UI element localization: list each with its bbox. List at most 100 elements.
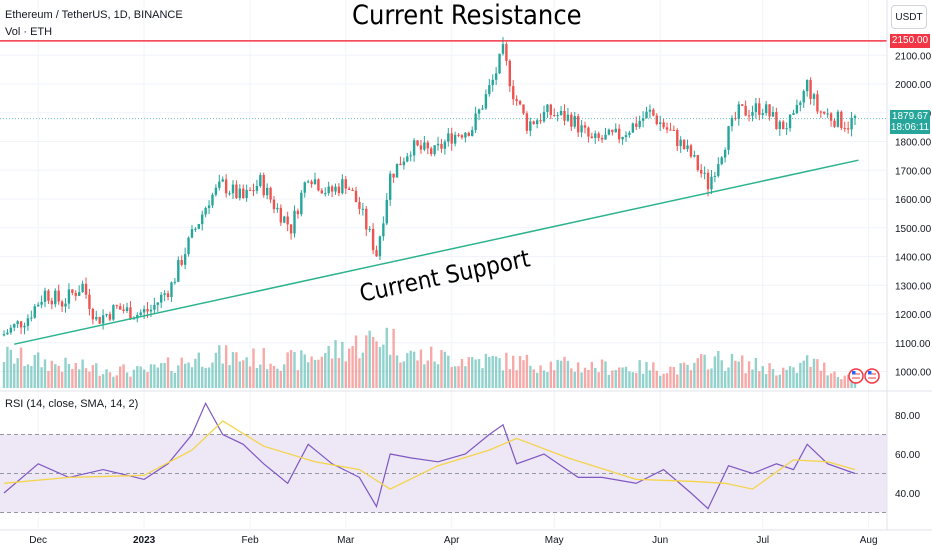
volume-bar [700, 354, 703, 388]
volume-bar [720, 360, 723, 388]
volume-bar [269, 363, 272, 388]
volume-bar [194, 358, 197, 388]
price-tick-label: 1700.00 [895, 166, 932, 177]
candle-body [600, 137, 604, 140]
time-tick-label: May [545, 535, 564, 546]
currency-button[interactable]: USDT [891, 5, 927, 29]
volume-bar [382, 344, 385, 388]
volume-bar [580, 372, 583, 388]
volume-bar [635, 372, 638, 388]
volume-bar [40, 367, 43, 388]
volume-bar [440, 349, 443, 388]
volume-bar [846, 374, 850, 388]
volume-bar [535, 372, 539, 388]
volume-bar [758, 371, 761, 388]
volume-bar [156, 367, 159, 388]
candle-body [823, 111, 826, 114]
candle-body [563, 110, 566, 121]
us-flag-icon[interactable] [864, 368, 880, 384]
rsi-ma-line [3, 420, 856, 490]
volume-bar [638, 360, 641, 388]
volume-bar [228, 365, 231, 388]
candle-body [843, 127, 846, 129]
volume-bar [792, 367, 795, 388]
candle-body [768, 104, 771, 117]
candle-body [2, 334, 6, 336]
volume-bar [576, 362, 580, 388]
volume-bar [252, 348, 255, 388]
volume-bar [652, 362, 655, 388]
volume-bar [378, 347, 382, 388]
candle-body [324, 193, 327, 195]
volume-bar [2, 362, 6, 388]
candle-body [751, 112, 754, 116]
volume-bar [347, 348, 351, 388]
volume-bar [88, 371, 91, 388]
candle-body [286, 216, 289, 225]
candles [2, 37, 857, 337]
volume-bar [365, 335, 368, 388]
volume-bar [279, 370, 283, 388]
candle-body [607, 129, 611, 135]
candle-body [501, 44, 505, 54]
us-flag-icon[interactable] [848, 368, 864, 384]
volume-bar [153, 364, 156, 388]
volume-bar [669, 366, 672, 388]
price-tick-label: 1800.00 [895, 138, 932, 149]
volume-bar [430, 346, 433, 388]
candle-body [744, 105, 747, 116]
candle-body [652, 109, 655, 116]
rsi-tick-label: 80.00 [895, 411, 920, 422]
candle-body [576, 116, 580, 133]
candle-body [669, 129, 672, 131]
candle-body [419, 145, 423, 150]
volume-bar [235, 352, 238, 388]
candle-body [392, 173, 395, 178]
symbol-title[interactable]: Ethereum / TetherUS, 1D, BINANCE [5, 9, 183, 21]
time-tick-label: Jul [756, 535, 769, 546]
candle-body [306, 181, 310, 183]
candle-body [194, 228, 197, 230]
volume-bar [160, 363, 163, 388]
price-tick-label: 1300.00 [895, 281, 932, 292]
volume-bar [484, 353, 488, 388]
volume-bar [754, 357, 758, 388]
volume-bar [696, 358, 699, 388]
volume-bar [23, 366, 26, 388]
volume-bar [447, 355, 450, 388]
candle-body [535, 120, 539, 124]
candle-body [717, 164, 720, 176]
candle-body [105, 314, 108, 316]
candle-body [115, 305, 118, 307]
candle-body [829, 113, 833, 121]
volume-bar [802, 360, 805, 388]
volume-bar [590, 361, 594, 388]
candle-body [47, 290, 50, 301]
volume-bar [788, 366, 792, 388]
candle-body [785, 128, 788, 130]
candle-body [450, 133, 453, 144]
volume-bar [201, 366, 204, 388]
volume-bar [146, 372, 149, 388]
volume-bar [727, 367, 730, 388]
volume-bar [836, 377, 840, 388]
volume-bar [522, 360, 525, 388]
candle-body [60, 301, 64, 307]
volume-legend[interactable]: Vol · ETH [5, 26, 53, 38]
candle-body [214, 187, 218, 195]
volume-bar [122, 364, 125, 388]
volume-bar [368, 330, 371, 388]
candle-body [494, 73, 498, 80]
volume-bar [221, 363, 224, 388]
event-flags [848, 368, 880, 384]
candle-body [344, 179, 347, 189]
volume-bar [16, 358, 19, 388]
rsi-legend[interactable]: RSI (14, close, SMA, 14, 2) [5, 398, 139, 410]
candle-body [696, 155, 699, 170]
candle-body [594, 133, 597, 138]
candle-body [218, 181, 221, 188]
rsi-lines [3, 401, 856, 510]
volume-bar [751, 369, 754, 388]
candle-body [658, 122, 662, 125]
volume-bar [747, 361, 751, 388]
